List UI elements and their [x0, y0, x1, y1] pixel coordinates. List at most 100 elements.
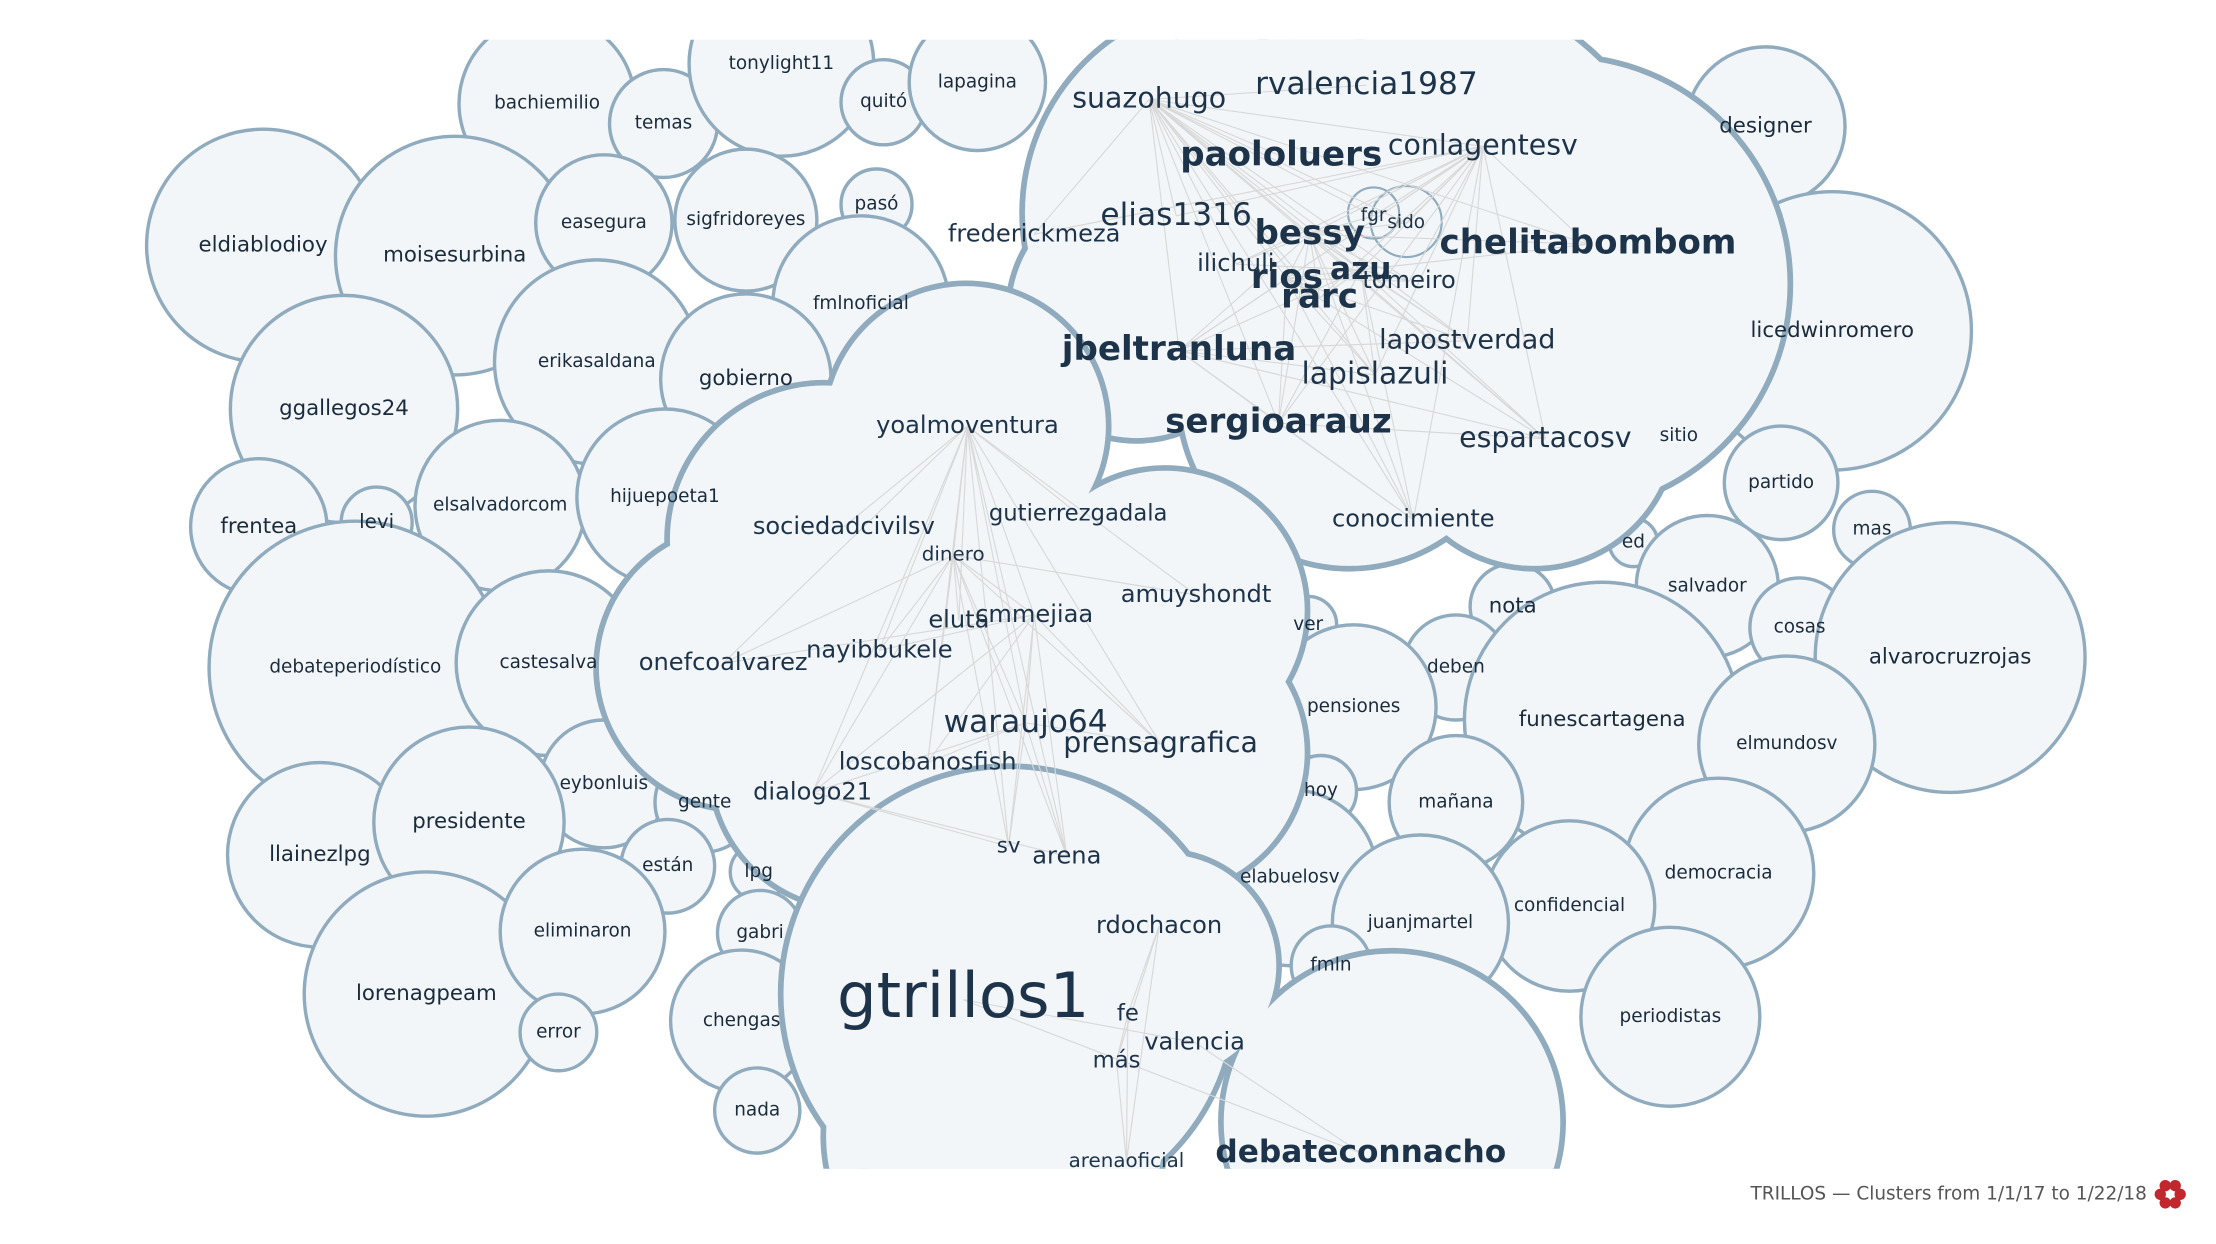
cluster-word: eluta: [928, 606, 989, 634]
cluster-word: más: [1093, 1047, 1141, 1073]
edge: [1309, 234, 1414, 520]
edge: [952, 554, 1161, 745]
bubble-label: quitó: [860, 91, 907, 112]
bubble-label: deben: [1427, 656, 1485, 677]
cluster-word: paololuers: [1180, 135, 1382, 175]
edge: [1482, 145, 1589, 245]
logo-petal: [2154, 1188, 2166, 1200]
cluster-word: rdochacon: [1096, 911, 1222, 939]
edge: [962, 999, 1361, 1154]
bubble-label: nada: [734, 1100, 780, 1121]
cluster-word: sido: [1387, 212, 1425, 233]
edge: [1148, 98, 1407, 224]
edge: [1148, 98, 1410, 282]
cluster-word: rarc: [1281, 277, 1358, 317]
edge: [1115, 925, 1160, 1061]
cloud-body: [1394, 286, 1674, 566]
edge: [1309, 233, 1546, 440]
edge: [952, 554, 1035, 616]
bubble-label: gobierno: [699, 366, 793, 391]
bubble-label: elmundosv: [1736, 733, 1837, 754]
edge: [1235, 145, 1484, 265]
bubble-label: fmln: [1310, 955, 1351, 976]
edge: [1033, 614, 1161, 745]
cluster-word: sergioarauz: [1165, 402, 1392, 442]
edge: [812, 791, 1009, 847]
bubble-label: tonylight11: [729, 53, 835, 74]
edge: [1286, 277, 1376, 376]
cluster-word: amuyshondt: [1121, 580, 1272, 608]
edge: [1033, 614, 1068, 857]
logo-petal: [2174, 1188, 2186, 1200]
edge: [927, 722, 1026, 764]
logo-center: [2165, 1190, 2175, 1199]
edge: [722, 425, 968, 664]
bubble-label: bachiemilio: [494, 93, 600, 114]
cluster-word: fe: [1117, 1000, 1139, 1026]
bubble-label: gabri: [736, 922, 783, 943]
bubble-label: confidencial: [1514, 895, 1625, 916]
bubble-label: error: [536, 1021, 581, 1042]
bubble-label: alvarocruzrojas: [1869, 645, 2031, 670]
edge: [1149, 98, 1483, 147]
bubble-label: ver: [1293, 614, 1323, 635]
edge: [1034, 145, 1484, 235]
cluster-word: nayibbukele: [806, 635, 952, 663]
edge: [879, 614, 1035, 651]
cluster-word: gtrillos1: [837, 959, 1089, 1032]
bubble-label: easegura: [561, 212, 647, 233]
cluster-word: jbeltranluna: [1060, 329, 1296, 369]
edge: [963, 999, 1195, 1043]
cluster-word: cmmejiaa: [975, 600, 1093, 628]
edge: [1360, 243, 1589, 271]
edge: [1178, 340, 1468, 352]
bubble-label: elsalvadorcom: [433, 495, 567, 516]
bubble-label: lapagina: [938, 71, 1017, 92]
edge: [1148, 98, 1468, 342]
edge: [1008, 614, 1035, 847]
bubble-label: eldiablodioy: [199, 233, 328, 258]
edge: [1319, 269, 1362, 299]
edge: [1309, 233, 1589, 245]
edge: [1466, 146, 1484, 341]
cloud-body: [826, 967, 1163, 1169]
edge: [1025, 722, 1161, 745]
edge: [1033, 99, 1150, 235]
label-layer: bachiemilio temas tonylight11 quitó lapagina…: [199, 53, 2032, 1169]
edge: [1176, 145, 1484, 217]
cluster-word: bessy: [1255, 213, 1365, 253]
bubble-label: pensiones: [1307, 696, 1400, 717]
edge: [812, 554, 954, 793]
bubble: [518, 992, 599, 1073]
bubble-label: licedwinromero: [1751, 318, 1914, 343]
edge: [1125, 925, 1160, 1162]
bubble-label: periodistas: [1620, 1006, 1722, 1027]
bubble-label: designer: [1719, 113, 1812, 138]
cluster-word: frederickmeza: [948, 219, 1121, 247]
bubble-label: llainezlpg: [269, 842, 371, 867]
bubble-label: debateperiodístico: [269, 656, 441, 677]
bubble: [1579, 925, 1762, 1108]
edge: [1309, 233, 1410, 282]
edge: [812, 614, 1035, 793]
edge: [1148, 98, 1282, 157]
bubble-label: erikasaldana: [538, 351, 656, 372]
edge: [1115, 1060, 1128, 1162]
bubble-label: partido: [1748, 472, 1814, 493]
edge: [723, 614, 1035, 664]
edge: [927, 555, 954, 763]
edge: [966, 425, 1068, 857]
edge: [1360, 269, 1376, 375]
edge: [812, 722, 1026, 793]
cloud-body: [1223, 953, 1561, 1169]
edge: [927, 614, 1035, 763]
cluster-area: bachiemilio temas tonylight11 quitó lapagina…: [144, 39, 2087, 1169]
logo-petal: [2169, 1180, 2181, 1192]
bubble-label: lorenagpeam: [356, 981, 497, 1006]
bubble: [673, 147, 819, 293]
edge: [1148, 99, 1177, 216]
edge: [1178, 233, 1311, 352]
cluster-word: dinero: [922, 543, 985, 566]
edge: [1178, 277, 1288, 352]
